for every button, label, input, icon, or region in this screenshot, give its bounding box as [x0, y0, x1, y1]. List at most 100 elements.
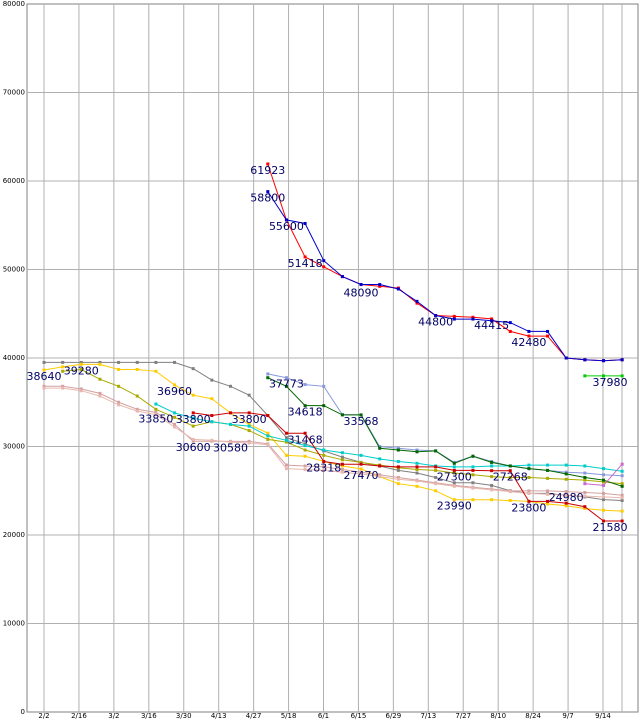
data-point: [284, 431, 288, 435]
data-point: [396, 477, 400, 481]
data-point: [564, 490, 568, 494]
data-point: [452, 481, 456, 485]
data-point: [229, 422, 232, 426]
data-point: [471, 481, 475, 485]
series-line: [267, 191, 623, 362]
data-point: [98, 377, 102, 381]
data-point: [303, 442, 307, 446]
data-point: [135, 368, 139, 372]
data-point: [602, 480, 605, 484]
data-point: [434, 314, 438, 318]
data-point: [546, 492, 550, 496]
data-label: 58800: [250, 192, 285, 205]
data-point: [620, 493, 624, 497]
data-point: [340, 462, 344, 466]
x-tick-label: 9/7: [562, 712, 573, 720]
data-point: [620, 469, 624, 473]
data-point: [284, 376, 288, 380]
series-group: [42, 162, 624, 523]
data-point: [583, 491, 587, 495]
data-point: [415, 471, 419, 475]
data-point: [602, 478, 605, 482]
data-point: [210, 397, 214, 401]
data-point: [434, 482, 438, 486]
data-point: [602, 498, 605, 502]
data-point: [396, 468, 400, 472]
data-point: [508, 498, 512, 502]
data-point: [135, 394, 139, 398]
data-point: [61, 384, 65, 388]
series-6: [42, 384, 624, 497]
data-labels: 61923 58800 55600 51418 48090 44800 4441542480…: [27, 164, 628, 534]
data-label: 44800: [418, 316, 453, 329]
data-point: [378, 284, 382, 288]
data-point: [508, 469, 512, 473]
data-label: 42480: [511, 336, 546, 349]
data-label: 55600: [269, 220, 304, 233]
data-point: [359, 467, 363, 471]
data-point: [79, 389, 83, 393]
data-point: [415, 448, 419, 452]
data-point: [564, 470, 568, 474]
data-point: [434, 449, 438, 453]
data-point: [340, 458, 344, 462]
data-point: [303, 468, 307, 472]
data-point: [396, 460, 400, 464]
x-tick-label: 9/14: [595, 712, 611, 720]
data-point: [284, 218, 288, 222]
data-label: 31468: [288, 434, 323, 447]
data-point: [210, 414, 214, 418]
data-point: [154, 407, 158, 411]
data-point: [546, 502, 550, 506]
data-point: [284, 438, 288, 442]
data-point: [191, 367, 195, 371]
data-label: 30600: [176, 441, 211, 454]
data-point: [602, 467, 605, 471]
y-tick-label: 50000: [3, 266, 25, 274]
x-tick-label: 3/16: [141, 712, 157, 720]
data-point: [42, 360, 46, 364]
data-point: [452, 314, 456, 318]
x-tick-label: 4/13: [211, 712, 227, 720]
data-point: [154, 410, 158, 414]
data-point: [452, 317, 456, 321]
data-point: [527, 489, 531, 493]
data-point: [303, 383, 307, 387]
data-point: [303, 431, 307, 435]
data-point: [117, 384, 121, 388]
data-point: [61, 365, 65, 369]
data-point: [340, 275, 344, 279]
data-point: [322, 265, 326, 269]
data-point: [79, 368, 83, 372]
data-point: [564, 356, 568, 360]
data-label: 39280: [64, 364, 99, 377]
data-point: [583, 475, 587, 479]
data-point: [191, 411, 195, 415]
data-point: [210, 378, 214, 382]
data-point: [620, 474, 624, 478]
data-point: [620, 358, 624, 362]
data-point: [340, 468, 344, 472]
x-tick-label: 6/1: [318, 712, 329, 720]
data-point: [378, 457, 382, 461]
data-point: [173, 383, 177, 387]
series-1: [266, 190, 624, 363]
data-point: [359, 470, 363, 474]
data-point: [415, 299, 419, 303]
data-point: [191, 424, 195, 428]
data-point: [564, 501, 568, 505]
x-tick-label: 3/2: [108, 712, 119, 720]
data-point: [340, 413, 344, 417]
data-point: [415, 450, 419, 454]
data-point: [620, 462, 624, 466]
data-point: [452, 498, 456, 502]
data-point: [247, 439, 251, 443]
y-tick-label: 30000: [3, 443, 25, 451]
data-point: [135, 360, 139, 364]
data-label: 28318: [306, 461, 341, 474]
data-point: [322, 460, 326, 464]
data-point: [229, 440, 232, 444]
data-label: 37773: [269, 378, 304, 391]
data-label: 36960: [157, 385, 192, 398]
data-point: [117, 368, 121, 372]
